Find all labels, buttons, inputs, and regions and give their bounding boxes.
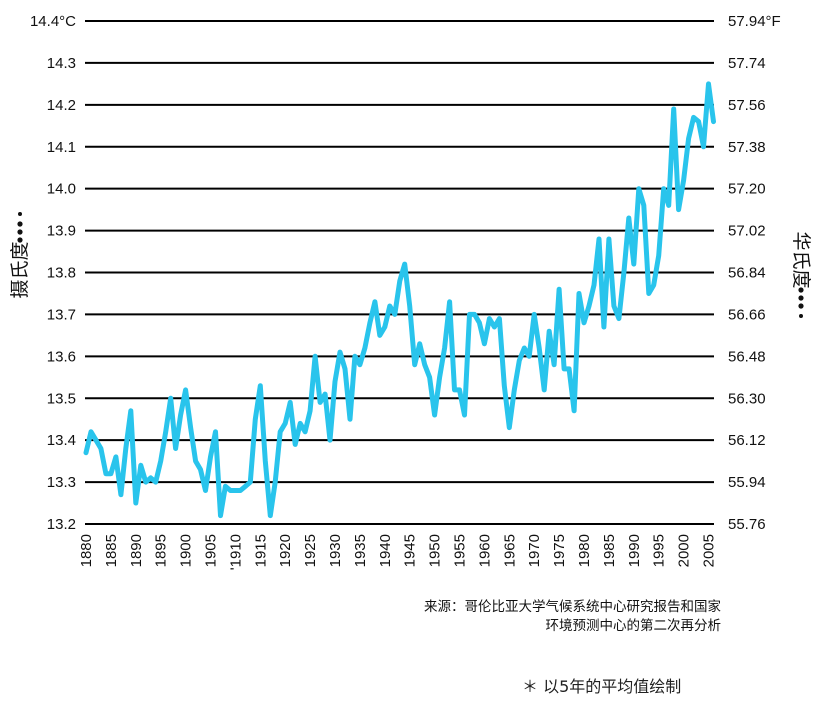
y-tick-label-left: 14.1 [47,139,76,156]
x-tick-label: 1905 [203,534,220,567]
x-tick-label: 1990 [626,534,643,567]
y-tick-label-right: 57.56 [728,97,766,114]
y-tick-label-right: 57.38 [728,139,766,156]
ylabel-left: 摄氏度 [9,241,31,298]
x-tick-label: 1960 [476,534,493,567]
x-tick-label: 1900 [178,534,195,567]
x-ticks: 1880 1885 1890 1895 1900 1905 '1910 1915 1920 192… [78,534,718,570]
y-tick-label-right: 57.02 [728,223,766,240]
x-tick-label: 1950 [427,534,444,567]
gridlines [85,20,714,525]
left-axis-title: 摄氏度 [9,212,31,299]
x-tick-label: 1930 [327,534,344,567]
y-tick-label-right: 57.94°F [728,13,781,30]
x-tick-label: 1985 [601,534,618,567]
y-tick-label-right: 56.12 [728,432,766,449]
right-axis-title: 华氏度 [790,231,812,318]
x-tick-label: 1965 [501,534,518,567]
y-tick-label-right: 56.30 [728,390,766,407]
source-note: 来源：哥伦比亚大学气候系统中心研究报告和国家 环境预测中心的第二次再分析 [424,598,721,636]
y-tick-label-right: 56.66 [728,306,766,323]
y-ticks-left: 14.4°C 14.3 14.2 14.1 14.0 13.9 13.8 13.7 13.6 13… [30,13,76,533]
x-tick-label: 1995 [651,534,668,567]
source-line-1: 来源：哥伦比亚大学气候系统中心研究报告和国家 [424,599,721,615]
y-tick-label-right: 56.48 [728,348,766,365]
y-tick-label-right: 55.94 [728,474,766,491]
y-tick-label-left: 14.2 [47,97,76,114]
x-tick-label: 1935 [352,534,369,567]
x-tick-label: '1910 [227,534,244,570]
y-tick-label-left: 13.9 [47,223,76,240]
y-tick-label-right: 55.76 [728,516,766,533]
y-tick-label-left: 13.4 [47,432,76,449]
footnote: ＊ 以5年的平均值绘制 [522,677,682,696]
x-tick-label: 1980 [576,534,593,567]
temperature-series-line [83,81,716,519]
x-tick-label: 1920 [277,534,294,567]
dot-icon [18,212,22,216]
y-tick-label-left: 13.6 [47,348,76,365]
x-tick-label: 1895 [153,534,170,567]
x-tick-label: 1890 [128,534,145,567]
x-tick-label: 1915 [252,534,269,567]
y-tick-label-left: 14.0 [47,181,76,198]
x-tick-label: 1975 [551,534,568,567]
y-ticks-right: 57.94°F 57.74 57.56 57.38 57.20 57.02 56.84 56.… [728,13,781,533]
y-tick-label-left: 13.8 [47,265,76,282]
x-tick-label: 1955 [452,534,469,567]
dot-icon [17,229,23,235]
x-tick-label: 2000 [676,534,693,567]
ylabel-right: 华氏度 [790,231,812,288]
y-tick-label-left: 13.5 [47,390,76,407]
y-tick-label-left: 14.4°C [30,13,76,30]
y-tick-label-right: 57.20 [728,181,766,198]
x-tick-label: 2005 [701,534,718,567]
x-tick-label: 1970 [526,534,543,567]
dot-icon [799,314,803,318]
y-tick-label-left: 13.7 [47,306,76,323]
x-tick-label: 1945 [402,534,419,567]
x-tick-label: 1925 [302,534,319,567]
dot-icon [798,303,804,309]
y-tick-label-left: 13.2 [47,516,76,533]
dot-icon [17,237,23,243]
dot-icon [798,287,804,293]
x-tick-label: 1885 [103,534,120,567]
y-tick-label-left: 14.3 [47,55,76,72]
x-tick-label: 1940 [377,534,394,567]
source-line-2: 环境预测中心的第二次再分析 [545,618,722,634]
x-tick-label: 1880 [78,534,95,567]
y-tick-label-left: 13.3 [47,474,76,491]
dot-icon [17,221,23,227]
y-tick-label-right: 57.74 [728,55,766,72]
y-tick-label-right: 56.84 [728,265,766,282]
dot-icon [798,295,804,301]
